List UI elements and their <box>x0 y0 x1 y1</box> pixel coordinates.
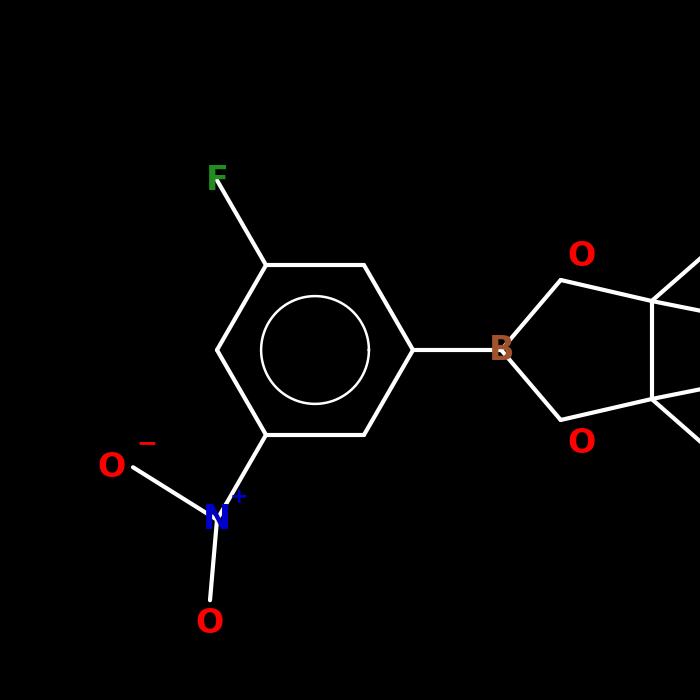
Text: O: O <box>568 240 596 273</box>
Text: +: + <box>230 487 248 508</box>
Text: −: − <box>136 430 158 455</box>
Text: F: F <box>206 164 228 197</box>
Text: O: O <box>568 427 596 460</box>
Text: O: O <box>98 451 126 484</box>
Text: N: N <box>203 503 231 536</box>
Text: O: O <box>196 607 224 640</box>
Text: B: B <box>489 333 514 367</box>
